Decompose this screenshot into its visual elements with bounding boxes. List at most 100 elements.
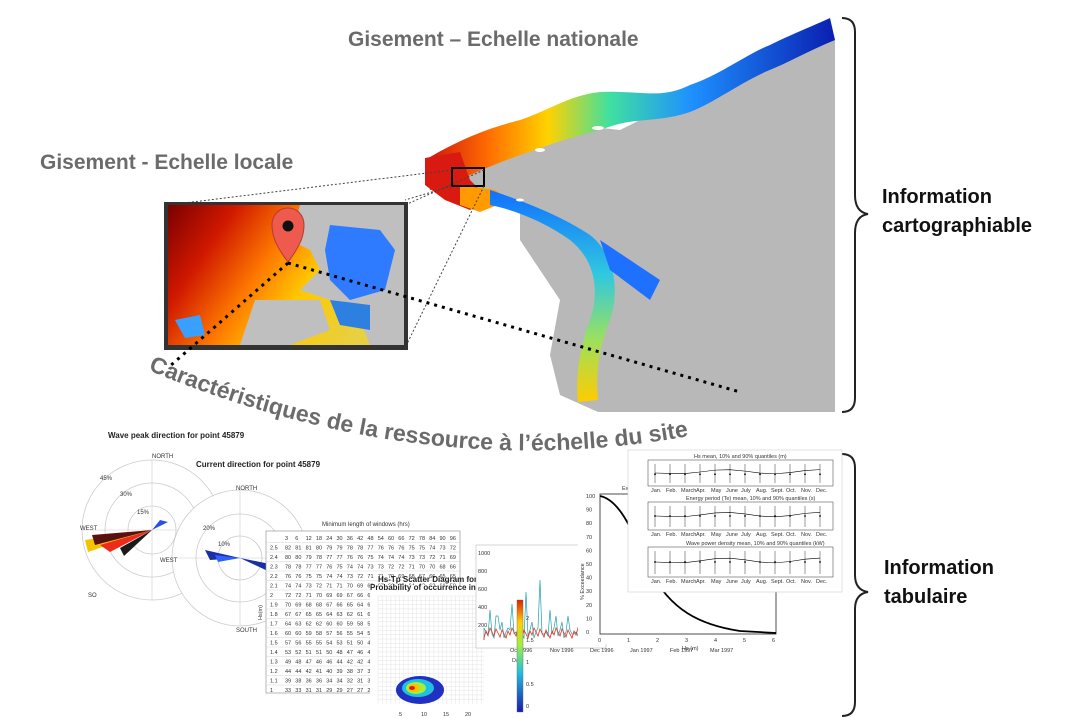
exceedance-x-tick: 2 <box>656 638 659 644</box>
window-cell: 46 <box>326 660 332 666</box>
exceedance-y-tick: 100 <box>586 494 595 500</box>
national-scale-title: Gisement – Echelle nationale <box>348 28 639 51</box>
window-cell: 74 <box>378 555 384 561</box>
window-cell: 73 <box>409 555 415 561</box>
window-col-header: 12 <box>306 536 312 542</box>
window-cell: 70 <box>316 593 322 599</box>
window-cell: 33 <box>295 688 301 694</box>
month-tick: Jan. <box>651 532 662 538</box>
window-cell: 75 <box>409 546 415 552</box>
window-cell: 72 <box>398 565 404 571</box>
month-tick: May <box>711 532 722 538</box>
window-cell: 69 <box>357 584 363 590</box>
window-cell: 57 <box>285 641 291 647</box>
window-col-header: 3 <box>285 536 288 542</box>
window-cell: 31 <box>306 688 312 694</box>
window-row-header: 2.1 <box>270 584 278 590</box>
exceedance-y-tick: 20 <box>586 603 592 609</box>
colorbar-tick: 2 <box>526 616 529 622</box>
month-tick: Dec. <box>816 532 828 538</box>
window-cell: 73 <box>306 584 312 590</box>
window-cell: 76 <box>388 546 394 552</box>
window-cell: 77 <box>306 565 312 571</box>
exceedance-y-tick: 90 <box>586 508 592 514</box>
window-cell: 57 <box>326 631 332 637</box>
window-cell: 76 <box>357 555 363 561</box>
window-cell: 33 <box>285 688 291 694</box>
window-row-header: 2.5 <box>270 546 278 552</box>
window-cell: 53 <box>337 641 343 647</box>
window-cell: 50 <box>326 650 332 656</box>
window-cell: 51 <box>316 650 322 656</box>
window-col-header: 90 <box>440 536 446 542</box>
colorbar-tick: 0 <box>526 704 529 710</box>
window-cell: 64 <box>285 622 291 628</box>
window-cell: 80 <box>316 546 322 552</box>
window-cell: 65 <box>450 574 456 580</box>
north-coast-band <box>425 18 835 190</box>
current-rose-ring-label: 10% <box>218 542 231 548</box>
ts-date-tick: Mar 1997 <box>710 648 733 654</box>
window-row-header: 1.5 <box>270 641 278 647</box>
wave-rose-north-label: NORTH <box>152 454 173 460</box>
exceedance-y-label: % Exceedance <box>580 563 586 600</box>
window-cell: 55 <box>316 641 322 647</box>
exceedance-y-tick: 40 <box>586 576 592 582</box>
month-tick: May <box>711 579 722 585</box>
ts-date-tick: Jan 1997 <box>630 648 653 654</box>
window-cell: 36 <box>316 679 322 685</box>
window-cell: 77 <box>337 555 343 561</box>
window-row-header: 2.4 <box>270 555 278 561</box>
window-cell: 74 <box>295 584 301 590</box>
window-cell: 70 <box>419 565 425 571</box>
window-cell: 67 <box>326 603 332 609</box>
window-cell: 72 <box>316 584 322 590</box>
window-cell: 74 <box>326 574 332 580</box>
hs-tp-scatter: Hs-Tp Scatter Diagram for point 45 Proba… <box>370 575 550 718</box>
window-cell: 65 <box>347 603 353 609</box>
window-cell: 60 <box>326 622 332 628</box>
window-col-header: 54 <box>378 536 384 542</box>
ts-y-tick: 600 <box>478 587 487 593</box>
window-col-header: 24 <box>326 536 332 542</box>
wave-rose-title: Wave peak direction for point 45879 <box>108 431 245 440</box>
month-tick: Feb. <box>666 579 677 585</box>
scatter-x-tick: 5 <box>399 712 402 718</box>
month-tick: June <box>726 488 738 494</box>
window-cell: 64 <box>357 603 363 609</box>
scatter-title: Hs-Tp Scatter Diagram for point 45 <box>378 575 511 584</box>
window-cell: 65 <box>306 612 312 618</box>
window-cell: 74 <box>347 565 353 571</box>
window-cell: 32 <box>347 679 353 685</box>
window-cell: 78 <box>295 565 301 571</box>
month-tick: Oct. <box>786 579 797 585</box>
month-tick: March <box>681 532 696 538</box>
window-cell: 27 <box>347 688 353 694</box>
window-cell: 64 <box>326 612 332 618</box>
window-col-header: 72 <box>409 536 415 542</box>
wave-rose-south-label: SO <box>88 593 97 599</box>
window-cell: 68 <box>440 565 446 571</box>
scatter-x-tick: 20 <box>465 712 471 718</box>
window-cell: 76 <box>326 565 332 571</box>
window-cell: 31 <box>357 679 363 685</box>
window-cell: 42 <box>347 660 353 666</box>
window-cell: 76 <box>295 574 301 580</box>
month-tick: Aug. <box>756 532 768 538</box>
month-tick: March <box>681 488 696 494</box>
exceedance-x-tick: 6 <box>772 638 775 644</box>
current-rose-north-label: NORTH <box>236 486 257 492</box>
current-rose-ring-label: 20% <box>203 526 216 532</box>
wave-rose-ring-label: 30% <box>120 492 133 498</box>
window-cell: 79 <box>306 555 312 561</box>
window-cell: 67 <box>285 612 291 618</box>
window-cell: 76 <box>378 546 384 552</box>
window-cell: 52 <box>295 650 301 656</box>
window-row-header: 2.2 <box>270 574 278 580</box>
window-cell: 71 <box>440 555 446 561</box>
window-cell: 60 <box>295 631 301 637</box>
window-cell: 69 <box>398 574 404 580</box>
window-cell: 79 <box>337 546 343 552</box>
exceedance-y-tick: 30 <box>586 589 592 595</box>
window-row-header: 1.1 <box>270 679 278 685</box>
